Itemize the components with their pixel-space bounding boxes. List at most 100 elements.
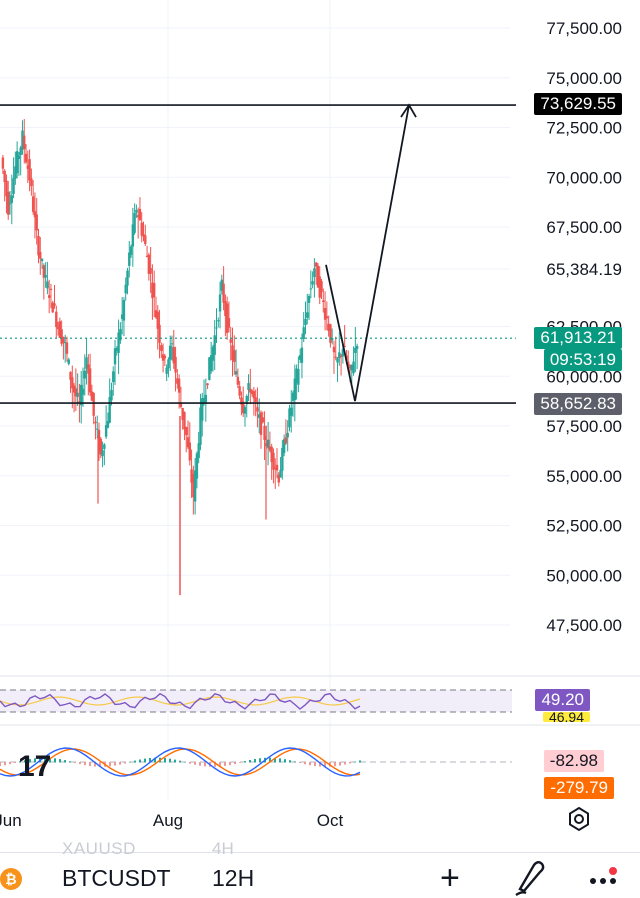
macd-histogram-bar bbox=[124, 762, 126, 764]
candle-body bbox=[322, 300, 325, 302]
macd-histogram-bar bbox=[114, 762, 116, 766]
candle-body bbox=[183, 412, 186, 430]
rsi-pane bbox=[0, 689, 512, 713]
candle-body bbox=[10, 195, 13, 203]
candle-body bbox=[274, 467, 277, 470]
macd-histogram-bar bbox=[34, 758, 36, 763]
rsi-line bbox=[0, 692, 361, 710]
candle-body bbox=[138, 208, 142, 220]
macd-histogram-bar bbox=[0, 762, 1, 767]
candle-body bbox=[46, 281, 49, 289]
candle-body bbox=[12, 178, 15, 194]
plus-icon[interactable]: + bbox=[440, 859, 460, 897]
candle-body bbox=[37, 235, 40, 256]
price-tick-label: 50,000.00 bbox=[546, 566, 622, 585]
macd-histogram-bar bbox=[239, 762, 241, 763]
time-axis: Jun Aug Oct bbox=[0, 811, 343, 830]
macd-histogram-bar bbox=[349, 762, 351, 764]
candle-body bbox=[227, 318, 231, 328]
candle-body bbox=[21, 130, 24, 150]
candle-body bbox=[113, 348, 117, 365]
price-tick-label: 70,000.00 bbox=[546, 168, 622, 187]
macd-histogram-bar bbox=[154, 757, 156, 763]
macd-histogram-bar bbox=[9, 762, 11, 765]
macd-histogram-bar bbox=[234, 762, 236, 765]
candle-body bbox=[193, 470, 197, 502]
candle-body bbox=[154, 310, 158, 318]
macd-histogram-bar bbox=[204, 762, 206, 767]
price-chart[interactable]: 77,500.00 75,000.00 72,500.00 70,000.00 67,5… bbox=[0, 0, 640, 852]
candle-body bbox=[8, 203, 12, 205]
candle-body bbox=[49, 288, 53, 291]
candle-body bbox=[5, 180, 8, 197]
candle-body bbox=[295, 368, 298, 384]
macd-histogram-bar bbox=[199, 762, 201, 766]
candle-body bbox=[325, 316, 329, 319]
candle-body bbox=[145, 255, 149, 258]
price-tick-label: 60,000.00 bbox=[546, 367, 622, 386]
candle-body bbox=[7, 191, 10, 215]
candle-body bbox=[291, 392, 295, 401]
macd-histogram-bar bbox=[169, 758, 171, 763]
drawing-brush-icon[interactable] bbox=[512, 857, 548, 897]
candle-body bbox=[272, 452, 275, 470]
bottom-toolbar: XAUUSD 4H ₿ BTCUSDT 12H + bbox=[0, 839, 640, 898]
chart-settings-icon[interactable] bbox=[566, 806, 592, 832]
candle-body bbox=[338, 352, 341, 359]
candle-body bbox=[126, 270, 129, 286]
interval-button[interactable]: 12H bbox=[212, 865, 255, 891]
candle-body bbox=[33, 211, 37, 218]
candle-body bbox=[288, 408, 291, 428]
more-icon[interactable] bbox=[588, 863, 618, 893]
candle-body bbox=[26, 165, 30, 169]
candle-body bbox=[129, 246, 133, 255]
candle-body bbox=[252, 391, 256, 399]
candle-body bbox=[352, 361, 355, 374]
price-tick-label: 67,500.00 bbox=[546, 218, 622, 237]
macd-histogram-bar bbox=[299, 762, 301, 764]
candle-body bbox=[220, 279, 224, 291]
candle-body bbox=[115, 347, 119, 351]
candle-body bbox=[47, 295, 51, 298]
macd-histogram-bar bbox=[279, 758, 281, 763]
rsi-band bbox=[0, 690, 512, 712]
candle-body bbox=[39, 252, 42, 259]
macd-histogram-bar bbox=[69, 761, 71, 763]
candle-body bbox=[224, 301, 227, 317]
macd-histogram-bar bbox=[4, 762, 6, 766]
symbol-button[interactable]: BTCUSDT bbox=[62, 865, 171, 891]
candle-body bbox=[282, 439, 286, 454]
candle-body bbox=[161, 354, 165, 361]
candle-body bbox=[245, 395, 248, 405]
candle-body bbox=[258, 414, 261, 418]
candle-body bbox=[28, 159, 31, 181]
candle-body bbox=[62, 336, 65, 343]
macd-histogram-bar bbox=[339, 762, 341, 766]
candle-body bbox=[263, 425, 266, 440]
candle-body bbox=[96, 428, 99, 430]
candle-body bbox=[119, 329, 122, 341]
macd-histogram-bar bbox=[84, 762, 86, 766]
candle-body bbox=[313, 268, 316, 277]
candle-body bbox=[74, 388, 78, 397]
candle-body bbox=[334, 356, 337, 358]
macd-histogram-bar bbox=[129, 761, 131, 763]
candle-body bbox=[290, 407, 293, 416]
macd-histogram-bar bbox=[254, 758, 256, 763]
candle-body bbox=[122, 300, 126, 321]
candle-body bbox=[156, 311, 159, 329]
price-tick-label: 72,500.00 bbox=[546, 119, 622, 138]
macd-histogram-bar bbox=[324, 762, 326, 767]
candle-body bbox=[158, 324, 161, 343]
candle-body bbox=[44, 275, 47, 278]
candle-body bbox=[160, 345, 163, 351]
macd-histogram-bar bbox=[49, 757, 51, 763]
candle-body bbox=[67, 359, 70, 364]
candle-body bbox=[314, 262, 318, 267]
macd-signal-line bbox=[0, 748, 361, 776]
candle-body bbox=[281, 447, 284, 471]
candle-body bbox=[174, 356, 177, 373]
candle-body bbox=[63, 342, 67, 344]
candle-body bbox=[229, 339, 232, 343]
ghost-symbol: XAUUSD bbox=[62, 839, 136, 858]
